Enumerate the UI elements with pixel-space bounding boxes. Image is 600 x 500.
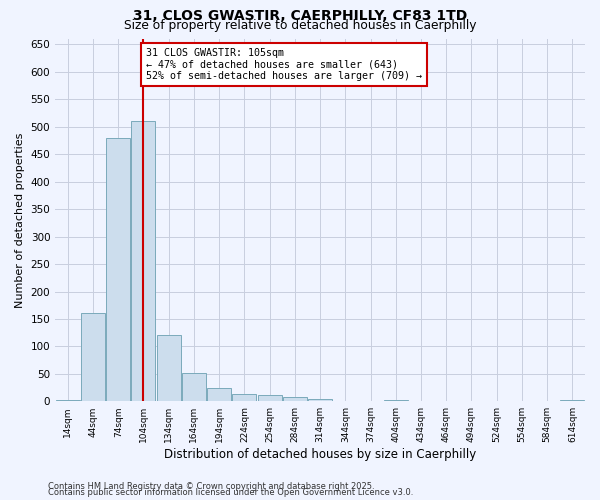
Bar	[232, 394, 256, 402]
Text: Contains public sector information licensed under the Open Government Licence v3: Contains public sector information licen…	[48, 488, 413, 497]
Bar	[257, 396, 281, 402]
Text: 31, CLOS GWASTIR, CAERPHILLY, CF83 1TD: 31, CLOS GWASTIR, CAERPHILLY, CF83 1TD	[133, 9, 467, 23]
X-axis label: Distribution of detached houses by size in Caerphilly: Distribution of detached houses by size …	[164, 448, 476, 461]
Bar	[207, 388, 231, 402]
Bar	[81, 314, 105, 402]
Bar	[56, 400, 80, 402]
Bar	[182, 373, 206, 402]
Bar	[131, 122, 155, 402]
Bar	[106, 138, 130, 402]
Bar	[283, 397, 307, 402]
Bar	[308, 398, 332, 402]
Bar	[157, 336, 181, 402]
Bar	[560, 400, 584, 402]
Text: Contains HM Land Registry data © Crown copyright and database right 2025.: Contains HM Land Registry data © Crown c…	[48, 482, 374, 491]
Y-axis label: Number of detached properties: Number of detached properties	[15, 132, 25, 308]
Text: 31 CLOS GWASTIR: 105sqm
← 47% of detached houses are smaller (643)
52% of semi-d: 31 CLOS GWASTIR: 105sqm ← 47% of detache…	[146, 48, 422, 82]
Bar	[384, 400, 408, 402]
Text: Size of property relative to detached houses in Caerphilly: Size of property relative to detached ho…	[124, 19, 476, 32]
